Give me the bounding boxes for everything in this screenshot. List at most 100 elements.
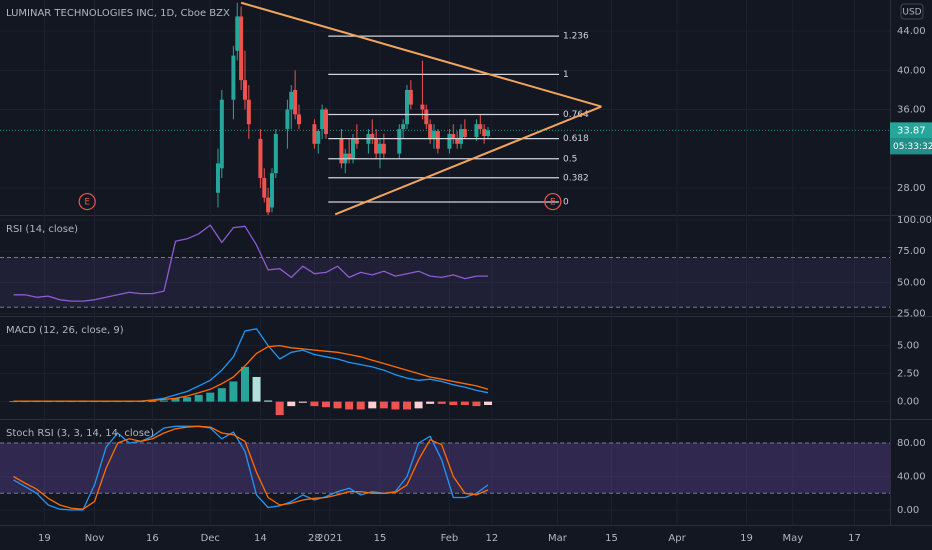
candle-body	[432, 131, 437, 139]
histogram-bar	[333, 401, 342, 409]
candle-body	[266, 197, 271, 213]
histogram-bar	[414, 401, 423, 409]
trend-line	[240, 1, 602, 108]
candle-body	[269, 173, 274, 208]
histogram-bar	[287, 401, 296, 407]
candle-body	[242, 80, 247, 100]
candle-body	[455, 138, 460, 144]
y-tick-label: 25.00	[897, 309, 926, 320]
y-tick-label: 40.00	[897, 65, 926, 76]
candle-body	[405, 89, 410, 125]
indicator-line	[13, 344, 489, 402]
indicator-title: MACD (12, 26, close, 9)	[6, 325, 124, 336]
trend-line	[334, 105, 602, 216]
histogram-bar	[240, 366, 249, 402]
histogram-bar	[368, 401, 377, 409]
y-tick-label: 0.00	[897, 505, 919, 516]
fib-level-label: 0.382	[563, 173, 589, 183]
candle-body	[215, 163, 220, 193]
candle-body	[296, 114, 301, 125]
candle-body	[420, 104, 425, 110]
indicator-title: RSI (14, close)	[6, 224, 78, 235]
last-price-label: 33.87	[897, 125, 926, 136]
histogram-bar	[345, 401, 354, 410]
histogram-bar	[437, 401, 446, 404]
x-tick-label: 14	[254, 533, 267, 544]
x-tick-label: 15	[605, 533, 618, 544]
histogram-bar	[229, 381, 238, 402]
y-tick-label: 44.00	[897, 26, 926, 37]
x-tick-label: 2021	[317, 533, 342, 544]
fib-level-label: 0.764	[563, 110, 589, 120]
y-tick-label: 40.00	[897, 472, 926, 483]
candle-body	[459, 129, 464, 144]
y-tick-label: 36.00	[897, 105, 926, 116]
histogram-bar	[183, 397, 192, 402]
candle-body	[350, 138, 355, 159]
candle-body	[370, 133, 375, 139]
indicator-line	[13, 425, 489, 510]
candle-body	[320, 109, 325, 130]
x-tick-label: 19	[740, 533, 753, 544]
y-tick-label: 50.00	[897, 277, 926, 288]
histogram-bar	[391, 401, 400, 410]
fib-level-label: 0.5	[563, 154, 577, 164]
candle-body	[246, 99, 251, 125]
candle-body	[231, 55, 236, 100]
pane	[0, 2, 890, 215]
histogram-bar	[460, 401, 469, 405]
x-tick-label: Feb	[441, 533, 459, 544]
histogram-bar	[171, 398, 180, 402]
candle-body	[377, 143, 382, 154]
candle-body	[397, 129, 402, 154]
x-tick-label: 28	[308, 533, 321, 544]
fib-level-label: 1.236	[563, 32, 589, 42]
candle-body	[428, 124, 433, 139]
x-tick-label: Nov	[85, 533, 105, 544]
histogram-bar	[252, 376, 261, 402]
candle-body	[312, 124, 317, 144]
x-tick-label: Mar	[548, 533, 568, 544]
candle-body	[474, 124, 479, 137]
fib-level-label: 0.618	[563, 134, 589, 144]
histogram-bar	[356, 401, 365, 410]
y-tick-label: 2.50	[897, 369, 919, 380]
candle-body	[447, 133, 452, 149]
chart-title: LUMINAR TECHNOLOGIES INC, 1D, Cboe BZX	[6, 8, 230, 19]
histogram-bar	[321, 401, 330, 408]
histogram-bar	[194, 394, 203, 402]
candle-body	[347, 153, 352, 159]
candle-body	[219, 99, 224, 169]
candle-body	[486, 130, 491, 136]
candle-body	[424, 109, 429, 125]
y-tick-label: 100.00	[897, 215, 932, 226]
x-tick-label: 19	[38, 533, 51, 544]
y-tick-label: 5.00	[897, 341, 919, 352]
band-fill	[0, 443, 890, 494]
candle-body	[323, 109, 328, 134]
candle-body	[285, 109, 290, 130]
pane	[0, 219, 890, 315]
x-tick-label: 16	[146, 533, 159, 544]
histogram-bar	[310, 401, 319, 407]
candle-body	[482, 129, 487, 136]
y-tick-label: 75.00	[897, 246, 926, 257]
candle-body	[451, 133, 456, 139]
candle-body	[293, 89, 298, 115]
candle-body	[401, 124, 406, 130]
candle-body	[478, 124, 483, 130]
candle-body	[273, 133, 278, 174]
histogram-bar	[449, 401, 458, 405]
earnings-label: E	[550, 198, 556, 208]
x-tick-label: 12	[486, 533, 499, 544]
histogram-bar	[472, 401, 481, 407]
candle-body	[408, 89, 413, 105]
x-tick-label: 17	[848, 533, 861, 544]
candle-body	[235, 16, 240, 51]
candle-body	[462, 129, 467, 137]
x-tick-label: May	[782, 533, 803, 544]
candle-body	[354, 138, 359, 144]
indicator-title: Stoch RSI (3, 3, 14, 14, close)	[6, 428, 154, 439]
